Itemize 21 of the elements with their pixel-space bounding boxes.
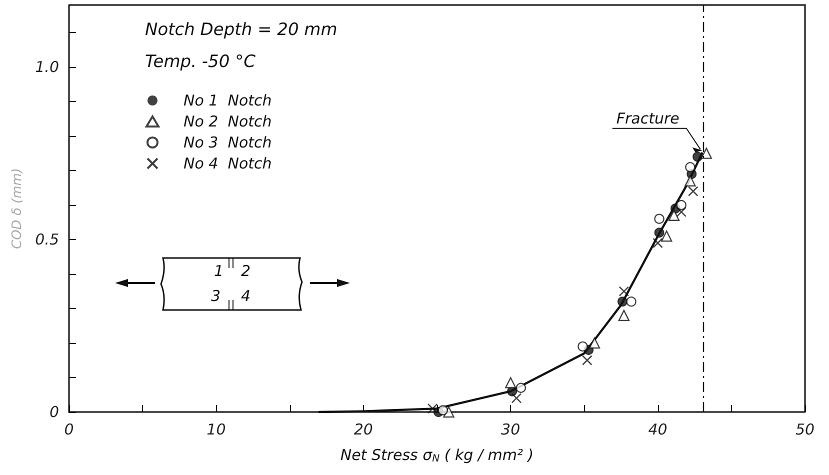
x-tick-label: 30 (501, 420, 520, 438)
annotation: 4 (241, 287, 251, 305)
y-tick-label: 0.5 (35, 230, 59, 249)
x-tick-label: 20 (354, 420, 373, 438)
annotation: Fracture (616, 109, 680, 128)
legend-label: No 3 Notch (184, 134, 272, 152)
legend-label: No 2 Notch (184, 112, 272, 130)
y-tick-label: 0 (49, 403, 59, 421)
annotation: Temp. -50 °C (145, 52, 256, 72)
x-tick-label: 10 (206, 420, 226, 438)
annotation: 1 (214, 262, 224, 280)
y-tick-label: 1.0 (35, 58, 59, 76)
legend-label: No 1 Notch (184, 92, 272, 110)
y-axis-title: COD δ (mm) (10, 168, 26, 250)
x-tick-label: 40 (648, 420, 668, 438)
annotation: 3 (211, 287, 221, 305)
annotation: Notch Depth = 20 mm (145, 20, 338, 40)
x-tick-label: 0 (64, 420, 74, 438)
x-tick-label: 50 (795, 420, 815, 438)
legend-label: No 4 Notch (184, 154, 272, 172)
annotation: 2 (241, 262, 251, 280)
